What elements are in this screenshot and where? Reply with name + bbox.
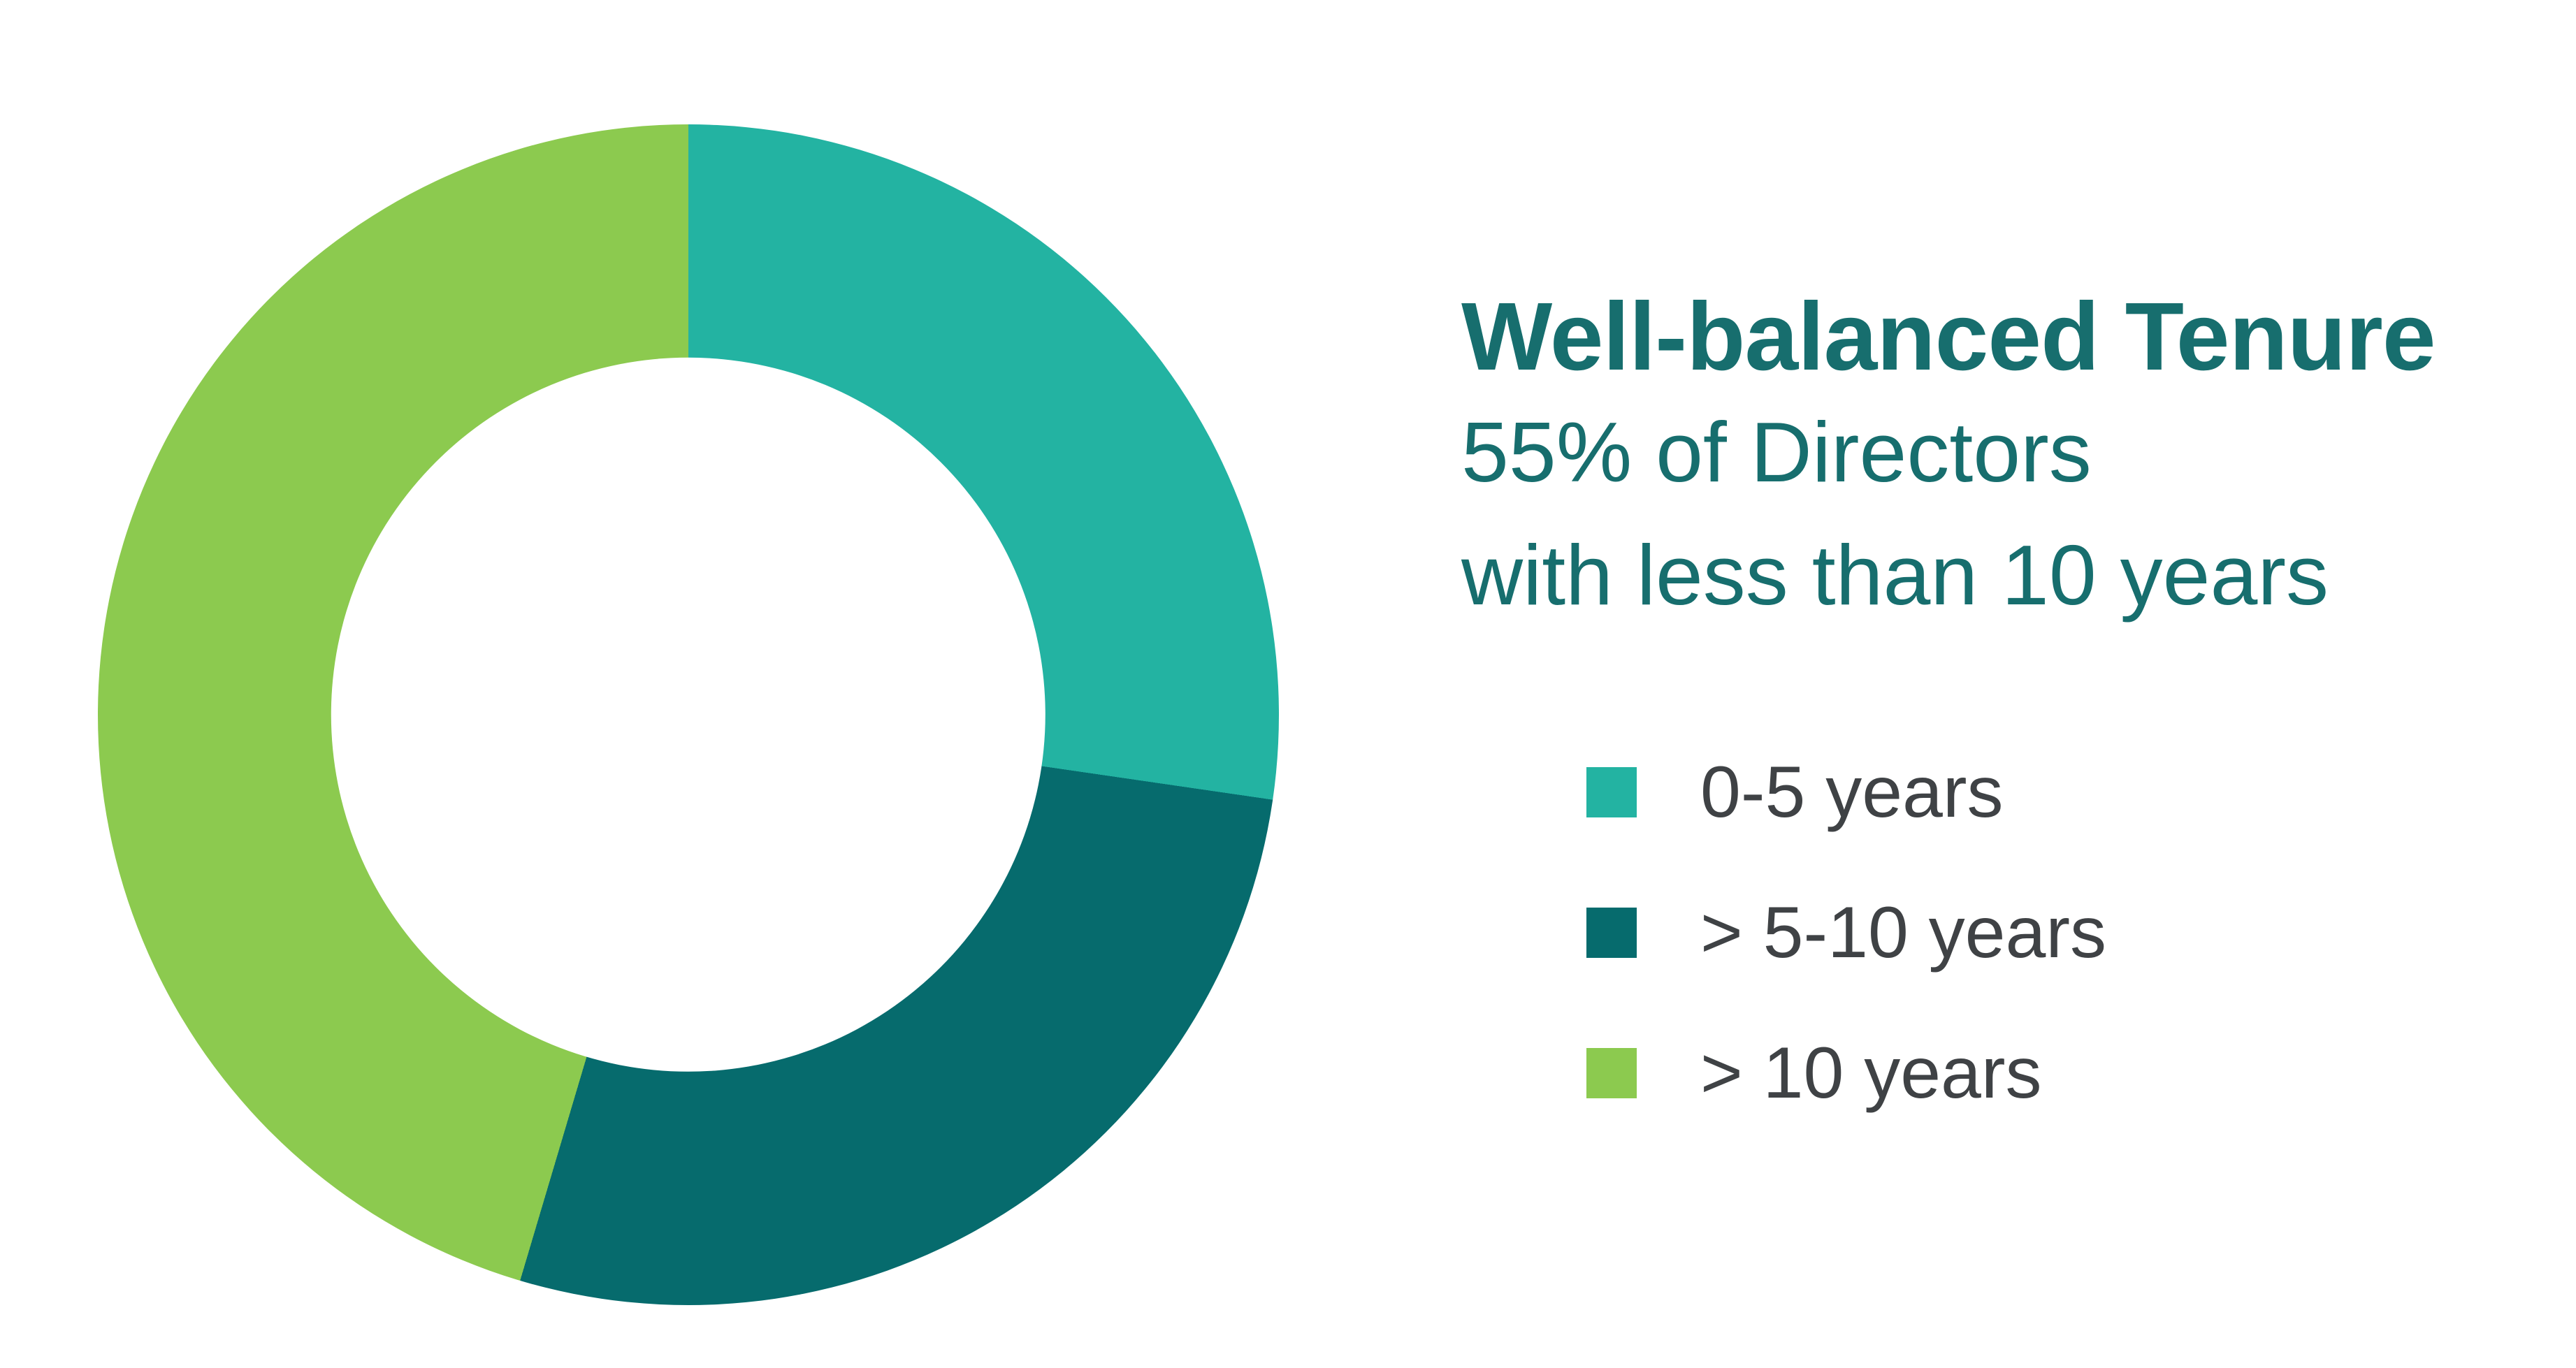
donut-chart [98,124,1279,1305]
legend-item: > 10 years [1586,1037,2106,1109]
legend-item: > 5-10 years [1586,896,2106,969]
donut-hole [331,357,1046,1072]
legend-swatch [1586,908,1637,958]
chart-subtitle-line2: with less than 10 years [1461,527,2329,623]
legend: 0-5 years > 5-10 years > 10 years [1586,756,2106,1188]
legend-label: > 5-10 years [1700,892,2106,973]
chart-subtitle-line1: 55% of Directors [1461,405,2092,500]
legend-swatch [1586,767,1637,817]
chart-title: Well-balanced Tenure [1461,283,2436,391]
legend-swatch [1586,1048,1637,1098]
legend-label: 0-5 years [1700,752,2004,833]
legend-label: > 10 years [1700,1033,2042,1114]
legend-item: 0-5 years [1586,756,2106,829]
